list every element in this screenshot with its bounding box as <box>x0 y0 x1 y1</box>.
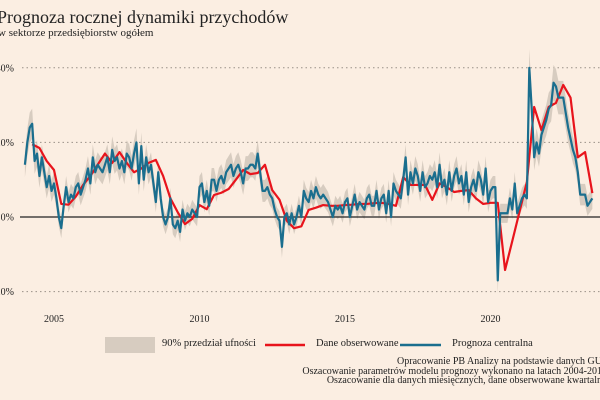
y-tick-label: 40% <box>0 63 14 74</box>
y-tick-label: -20% <box>0 287 14 298</box>
x-tick-label: 2010 <box>190 314 210 325</box>
x-tick-label: 2020 <box>481 314 501 325</box>
source-line-2: Oszacowanie parametrów modelu prognozy w… <box>302 366 600 377</box>
legend <box>105 337 441 353</box>
legend-observed-label: Dane obserwowane <box>316 338 399 349</box>
legend-forecast-label: Prognoza centralna <box>452 338 533 349</box>
chart-subtitle: w sektorze przedsiębiorstw ogółem <box>0 27 154 39</box>
x-tick-label: 2015 <box>335 314 355 325</box>
source-line-3: Oszacowanie dla danych miesięcznych, dan… <box>326 375 600 386</box>
source-line-1: Opracowanie PB Analizy na podstawie dany… <box>397 356 600 367</box>
observed-line <box>31 83 594 272</box>
y-tick-label: 0% <box>1 213 14 224</box>
legend-band-label: 90% przedział ufności <box>162 338 256 349</box>
chart-title: Prognoza rocznej dynamiki przychodów <box>0 7 289 27</box>
x-tick-label: 2005 <box>44 314 64 325</box>
legend-band-swatch <box>105 337 155 353</box>
y-tick-label: 20% <box>0 138 14 149</box>
